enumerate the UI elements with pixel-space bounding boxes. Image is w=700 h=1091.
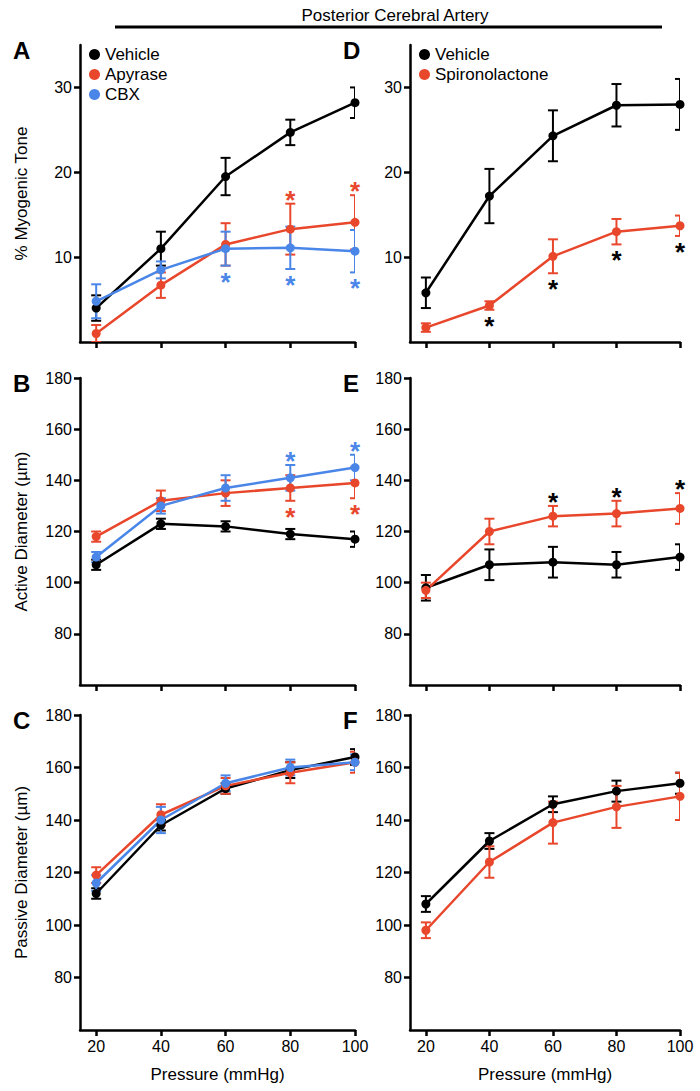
svg-text:140: 140 <box>45 812 72 829</box>
svg-text:Apyrase: Apyrase <box>105 65 167 84</box>
svg-text:40: 40 <box>152 1038 170 1055</box>
svg-text:30: 30 <box>384 79 402 96</box>
svg-text:D: D <box>343 37 360 64</box>
svg-text:100: 100 <box>667 1038 694 1055</box>
svg-text:40: 40 <box>481 1038 499 1055</box>
svg-text:120: 120 <box>45 523 72 540</box>
svg-text:100: 100 <box>45 574 72 591</box>
svg-text:140: 140 <box>45 472 72 489</box>
svg-text:100: 100 <box>375 574 402 591</box>
svg-text:*: * <box>350 273 361 303</box>
svg-text:80: 80 <box>54 625 72 642</box>
svg-text:160: 160 <box>45 421 72 438</box>
svg-text:20: 20 <box>384 164 402 181</box>
svg-text:180: 180 <box>375 707 402 724</box>
svg-text:*: * <box>221 267 232 297</box>
svg-text:180: 180 <box>45 370 72 387</box>
svg-text:*: * <box>285 185 296 215</box>
svg-text:*: * <box>285 270 296 300</box>
svg-text:10: 10 <box>54 249 72 266</box>
svg-text:20: 20 <box>417 1038 435 1055</box>
svg-text:120: 120 <box>375 523 402 540</box>
svg-text:Active Diameter (µm): Active Diameter (µm) <box>12 452 31 612</box>
svg-text:F: F <box>343 707 358 734</box>
svg-text:*: * <box>484 311 495 341</box>
svg-text:Vehicle: Vehicle <box>435 45 490 64</box>
svg-text:60: 60 <box>544 1038 562 1055</box>
svg-text:120: 120 <box>375 864 402 881</box>
svg-text:120: 120 <box>45 864 72 881</box>
svg-text:*: * <box>350 176 361 206</box>
svg-text:B: B <box>13 370 30 397</box>
svg-text:180: 180 <box>45 707 72 724</box>
svg-text:140: 140 <box>375 472 402 489</box>
svg-text:160: 160 <box>375 759 402 776</box>
svg-text:20: 20 <box>87 1038 105 1055</box>
svg-text:20: 20 <box>54 164 72 181</box>
svg-text:*: * <box>675 474 686 504</box>
svg-text:Spironolactone: Spironolactone <box>435 65 548 84</box>
svg-text:% Myogenic Tone: % Myogenic Tone <box>12 127 31 261</box>
svg-text:*: * <box>285 502 296 532</box>
svg-text:10: 10 <box>384 249 402 266</box>
svg-text:30: 30 <box>54 79 72 96</box>
svg-text:*: * <box>675 237 686 267</box>
svg-text:*: * <box>611 482 622 512</box>
svg-text:*: * <box>548 274 559 304</box>
svg-text:E: E <box>343 370 359 397</box>
svg-text:80: 80 <box>608 1038 626 1055</box>
svg-text:CBX: CBX <box>105 85 140 104</box>
svg-text:A: A <box>13 37 30 64</box>
svg-text:C: C <box>13 707 30 734</box>
svg-text:80: 80 <box>281 1038 299 1055</box>
svg-text:100: 100 <box>342 1038 369 1055</box>
svg-text:Posterior Cerebral Artery: Posterior Cerebral Artery <box>301 6 489 25</box>
svg-text:*: * <box>285 446 296 476</box>
svg-text:140: 140 <box>375 812 402 829</box>
svg-text:Passive Diameter (µm): Passive Diameter (µm) <box>12 786 31 959</box>
svg-text:Pressure (mmHg): Pressure (mmHg) <box>150 1065 284 1084</box>
svg-text:Vehicle: Vehicle <box>105 45 160 64</box>
svg-text:80: 80 <box>384 625 402 642</box>
svg-text:100: 100 <box>375 917 402 934</box>
svg-text:180: 180 <box>375 370 402 387</box>
svg-text:Pressure (mmHg): Pressure (mmHg) <box>478 1065 612 1084</box>
svg-text:*: * <box>350 436 361 466</box>
svg-text:60: 60 <box>217 1038 235 1055</box>
svg-text:*: * <box>548 487 559 517</box>
svg-text:100: 100 <box>45 917 72 934</box>
svg-text:160: 160 <box>375 421 402 438</box>
svg-text:*: * <box>350 499 361 529</box>
svg-text:80: 80 <box>54 969 72 986</box>
svg-text:160: 160 <box>45 759 72 776</box>
svg-text:*: * <box>611 245 622 275</box>
svg-text:80: 80 <box>384 969 402 986</box>
